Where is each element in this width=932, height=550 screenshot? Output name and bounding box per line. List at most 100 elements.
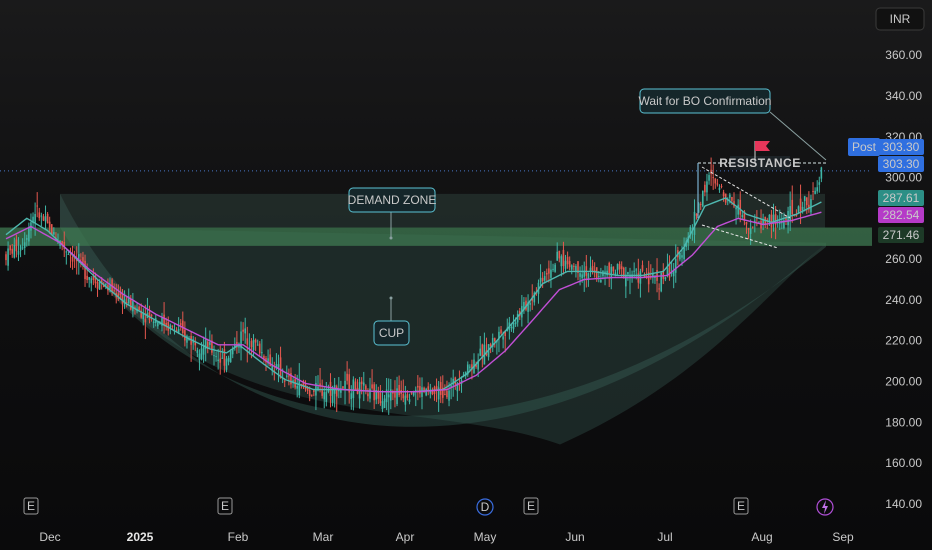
candle-body [666, 267, 669, 276]
candle-body [184, 329, 186, 341]
candle-body [369, 388, 371, 399]
candle-body [548, 268, 550, 274]
earnings-marker[interactable] [523, 497, 539, 515]
demand-zone-band [0, 227, 872, 246]
earnings-marker[interactable] [733, 497, 749, 515]
post-tag-bg[interactable] [848, 138, 880, 156]
candle-body [298, 380, 301, 396]
candle-body [751, 226, 754, 228]
candle-body [674, 259, 677, 273]
candle-body [21, 247, 24, 249]
flag-icon [755, 141, 770, 151]
candle-body [731, 196, 733, 201]
candle-body [427, 386, 430, 392]
candle-body [329, 381, 332, 396]
demand-pointer-dot [389, 236, 393, 240]
candle-body [138, 306, 140, 311]
candle-body [231, 348, 234, 355]
candle-body [53, 232, 55, 235]
channel-lower-line [701, 224, 779, 249]
wait-label-box[interactable] [639, 88, 771, 114]
dividend-marker[interactable] [476, 498, 494, 516]
candle-body [177, 329, 180, 333]
candle-body [618, 264, 621, 270]
candle-body [348, 374, 350, 393]
candle-body [762, 219, 764, 225]
candle-body [90, 278, 93, 284]
candle-body [338, 390, 340, 392]
cup-label-box[interactable] [373, 320, 410, 346]
demand-zone-label-box[interactable] [348, 187, 436, 213]
candle-body [84, 260, 86, 280]
candle-body [346, 373, 348, 381]
candle-body [512, 322, 515, 330]
y-tick-label: 300.00 [885, 171, 922, 185]
candle-body [9, 245, 11, 251]
candle-body [206, 341, 209, 349]
candle-body [271, 364, 274, 371]
candle-body [375, 389, 378, 400]
candle-body [635, 269, 638, 271]
candle-body [785, 217, 787, 220]
candle-body [431, 390, 434, 395]
x-tick-label: Dec [39, 530, 60, 544]
candle-body [381, 401, 384, 409]
candle-body [65, 251, 68, 253]
x-tick-label: May [474, 530, 497, 544]
candle-body [606, 270, 608, 276]
candle-body [614, 272, 617, 276]
candle-body [102, 284, 105, 288]
candle-body [19, 245, 22, 251]
candle-body [439, 382, 442, 395]
candle-body [583, 270, 586, 277]
candle-body [69, 254, 72, 256]
candle-body [406, 394, 409, 398]
candle-body [390, 389, 392, 401]
candle-body [579, 273, 581, 277]
channel-upper-line [701, 166, 791, 219]
candle-body [175, 330, 178, 332]
last-price-badge: 303.30 [883, 157, 920, 171]
candle-body [481, 344, 484, 359]
candle-body [712, 177, 714, 179]
candle-body [477, 360, 479, 370]
candle-body [119, 291, 122, 295]
candle-body [772, 214, 775, 224]
candle-body [749, 228, 752, 234]
lightning-marker[interactable] [816, 498, 834, 516]
last-price-badge-bg [878, 156, 924, 172]
candle-body [223, 349, 226, 366]
candle-body [656, 269, 658, 281]
candle-body [491, 338, 494, 348]
candle-body [229, 350, 232, 363]
candle-body [121, 293, 124, 304]
candle-body [67, 253, 70, 255]
candle-body [379, 392, 382, 404]
candle-body [412, 391, 415, 396]
candle-body [217, 359, 219, 362]
candle-body [246, 338, 249, 345]
earnings-marker[interactable] [217, 497, 233, 515]
candle-body [194, 342, 197, 346]
candle-body [367, 393, 369, 397]
candle-body [768, 215, 771, 223]
candle-body [747, 228, 750, 230]
candle-body [446, 390, 448, 398]
earnings-marker[interactable] [23, 497, 39, 515]
candle-body [221, 357, 224, 359]
candle-body [179, 323, 182, 326]
candle-body [331, 387, 334, 403]
candle-body [514, 322, 517, 325]
candle-body [144, 318, 147, 323]
currency-box[interactable] [875, 7, 925, 31]
candle-body [92, 276, 95, 280]
candle-body [531, 298, 534, 301]
candle-body [204, 339, 207, 349]
candle-body [319, 383, 321, 387]
candle-body [818, 182, 821, 185]
candle-body [589, 267, 592, 272]
x-tick-label: 2025 [127, 530, 154, 544]
candle-body [766, 219, 769, 221]
candle-body [15, 239, 18, 252]
